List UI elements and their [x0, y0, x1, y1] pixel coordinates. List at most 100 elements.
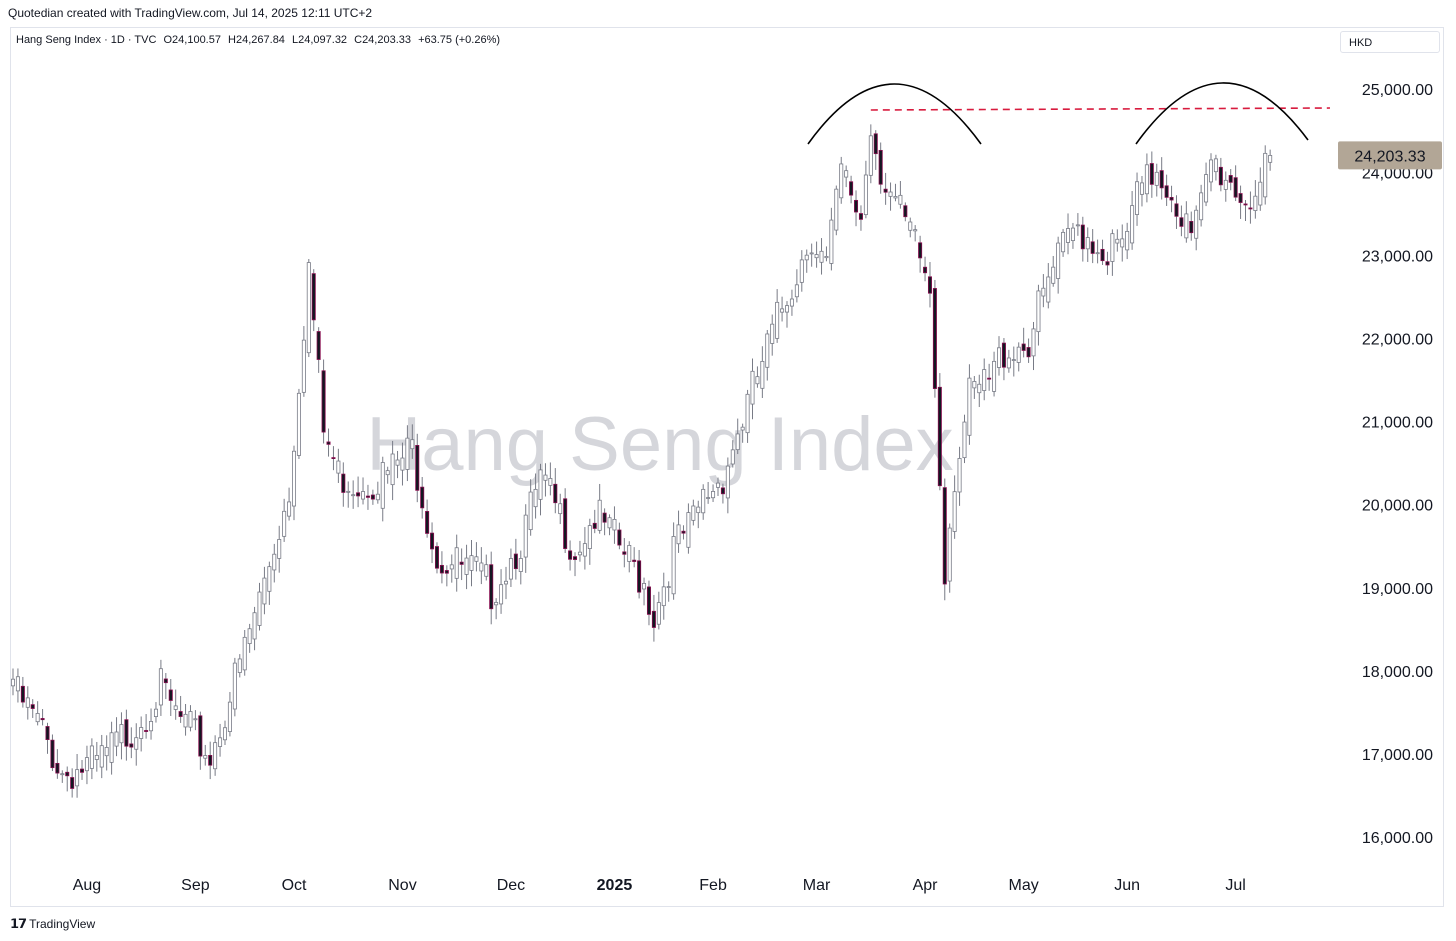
candle: [208, 741, 213, 780]
candle-up: [760, 361, 765, 389]
candle: [484, 554, 489, 581]
candle-down: [1228, 175, 1233, 183]
candle: [681, 525, 686, 540]
candle-down: [858, 213, 863, 220]
x-tick-label: Oct: [282, 877, 307, 894]
candle-up: [642, 582, 647, 590]
candle: [459, 548, 464, 581]
y-tick-label: 18,000.00: [1362, 664, 1433, 681]
candle: [937, 373, 942, 491]
candle-up: [844, 170, 849, 178]
candle: [1105, 251, 1110, 275]
candle-up: [75, 769, 80, 787]
candle-up: [109, 732, 114, 763]
candle: [967, 364, 972, 445]
candle: [573, 552, 578, 577]
candle-down: [632, 559, 637, 562]
candle: [247, 623, 252, 653]
candle: [434, 542, 439, 574]
candle-up: [351, 494, 356, 497]
candle: [1001, 338, 1006, 381]
candle: [60, 770, 65, 783]
candle: [987, 363, 992, 391]
candle: [361, 477, 366, 505]
candle-down: [341, 473, 346, 493]
price-axis[interactable]: 25,000.00 24,000.00 23,000.00 22,000.00 21,0…: [1338, 82, 1442, 847]
candles-group: [10, 124, 1273, 798]
candle: [558, 493, 563, 525]
candle-up: [908, 221, 913, 231]
candle: [992, 351, 997, 397]
candle: [656, 591, 661, 630]
candle: [528, 479, 533, 536]
candle-up: [819, 250, 824, 263]
candle-up: [725, 465, 730, 499]
candle-up: [671, 536, 676, 595]
candle: [1159, 157, 1164, 200]
candle: [952, 475, 957, 539]
candle-up: [1135, 181, 1140, 215]
candle: [356, 476, 361, 508]
candle: [642, 577, 647, 606]
candle: [35, 701, 40, 726]
x-tick-label: 2025: [597, 877, 633, 894]
symbol-label[interactable]: Hang Seng Index · 1D · TVC: [16, 34, 157, 46]
currency-button[interactable]: HKD: [1340, 31, 1440, 53]
x-tick-label: Mar: [803, 877, 831, 894]
y-tick-label: 19,000.00: [1362, 581, 1433, 598]
candle-up: [992, 360, 997, 392]
candle: [479, 547, 484, 585]
y-tick-label: 17,000.00: [1362, 747, 1433, 764]
candle-up: [449, 564, 454, 570]
candle: [913, 225, 918, 242]
candle-down: [30, 704, 35, 709]
candle-up: [696, 506, 701, 514]
candle-up: [868, 135, 873, 176]
candle-up: [775, 301, 780, 339]
candle-up: [947, 527, 952, 582]
candle-up: [789, 298, 794, 307]
candle: [883, 172, 888, 205]
candle-down: [1248, 207, 1253, 210]
y-tick-label: 22,000.00: [1362, 332, 1433, 349]
candle-up: [296, 392, 301, 456]
candle: [715, 477, 720, 496]
candle-up: [661, 586, 666, 607]
candle: [390, 440, 395, 501]
candle: [592, 509, 597, 534]
candle: [587, 518, 592, 565]
time-axis[interactable]: Aug Sep Oct Nov Dec 2025 Feb Mar Apr May Jun Jul: [73, 877, 1246, 894]
footer-brand[interactable]: TradingView: [29, 917, 96, 931]
candle-up: [25, 697, 30, 708]
candle-up: [10, 678, 15, 687]
candle-down: [1164, 185, 1169, 198]
candle: [1149, 151, 1154, 198]
candle-up: [158, 668, 163, 706]
candle-down: [1080, 224, 1085, 250]
candle: [218, 723, 223, 757]
chart-attribution: Quotedian created with TradingView.com, …: [8, 6, 373, 20]
candle: [932, 279, 937, 398]
candle: [923, 256, 928, 282]
candle-up: [691, 505, 696, 521]
candle-down: [937, 386, 942, 487]
candle: [597, 483, 602, 534]
candle: [1194, 205, 1199, 251]
candle-up: [888, 191, 893, 197]
left-arc-annotation: [807, 83, 982, 145]
candle-down: [646, 586, 651, 615]
candle-up: [765, 333, 770, 368]
candle: [144, 714, 149, 739]
candle-down: [370, 494, 375, 500]
candle-up: [814, 254, 819, 259]
candle-up: [1031, 328, 1036, 357]
candle: [227, 691, 232, 737]
candle-up: [287, 501, 292, 517]
candle-up: [1016, 346, 1021, 363]
candle-up: [701, 488, 706, 514]
candle-up: [612, 518, 617, 531]
candle: [237, 654, 242, 678]
candle: [553, 468, 558, 514]
candle-down: [365, 495, 370, 498]
